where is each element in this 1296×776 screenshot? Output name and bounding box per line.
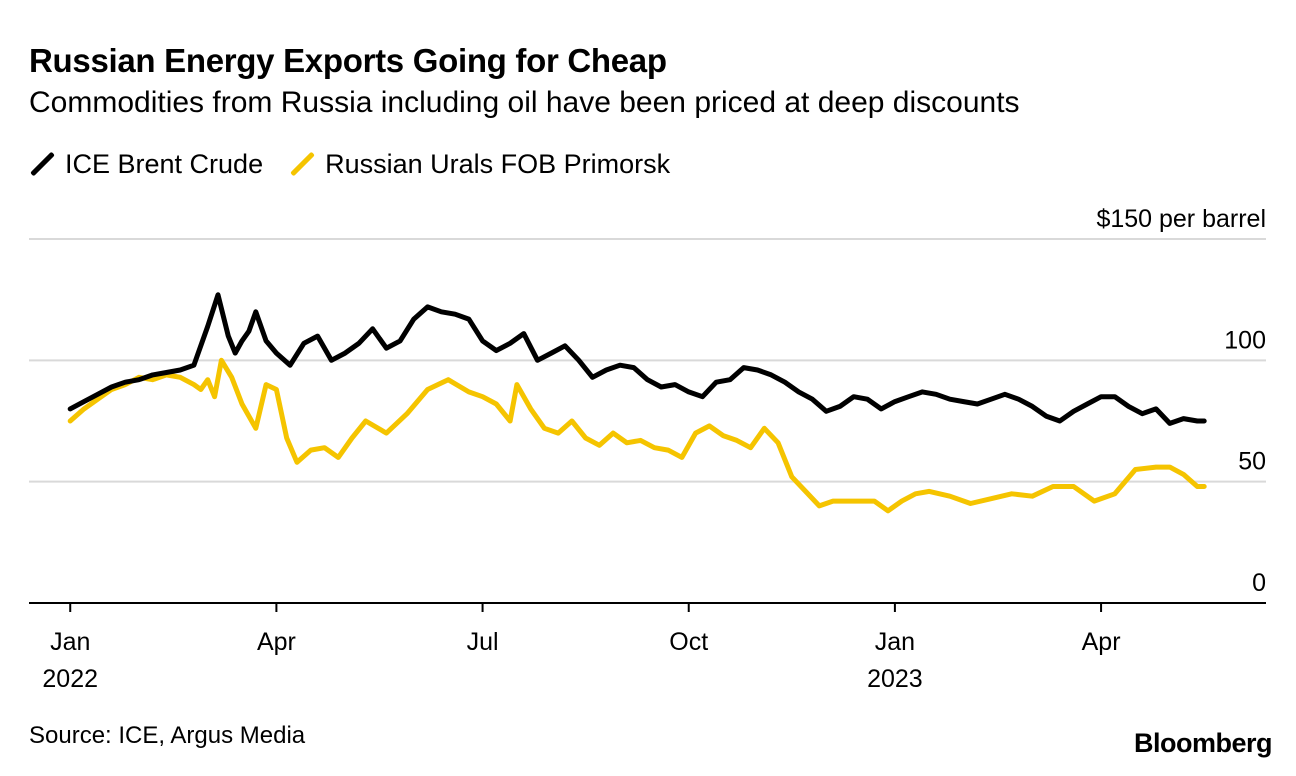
legend-label-urals: Russian Urals FOB Primorsk [325, 148, 671, 179]
x-tick-label-4: Jan [875, 628, 915, 656]
x-tick-label-5: Apr [1082, 628, 1121, 656]
series-line-brent [67, 292, 1207, 426]
x-tick-label-0: Jan [50, 628, 90, 656]
legend-label-brent: ICE Brent Crude [65, 148, 264, 179]
legend-item-urals: Russian Urals FOB Primorsk [289, 149, 670, 180]
legend: ICE Brent Crude Russian Urals FOB Primor… [29, 146, 696, 182]
bloomberg-logo: Bloomberg [1133, 728, 1273, 758]
x-tick-label-3: Oct [669, 628, 708, 656]
chart-title: Russian Energy Exports Going for Cheap [29, 42, 667, 79]
chart-subtitle: Commodities from Russia including oil ha… [29, 86, 1020, 119]
y-tick-label-50: 50 [1238, 448, 1266, 476]
source-note: Source: ICE, Argus Media [29, 722, 306, 749]
x-tick-sublabel-4: 2023 [867, 665, 923, 693]
x-tick-label-1: Apr [257, 628, 296, 656]
y-tick-label-150: $150 per barrel [1096, 205, 1266, 233]
y-tick-label-0: 0 [1252, 569, 1266, 597]
y-tick-label-100: 100 [1224, 326, 1266, 354]
series-line-urals [67, 357, 1207, 514]
x-tick-sublabel-0: 2022 [42, 665, 98, 693]
x-tick-label-2: Jul [467, 628, 499, 656]
legend-item-brent: ICE Brent Crude [29, 149, 263, 180]
